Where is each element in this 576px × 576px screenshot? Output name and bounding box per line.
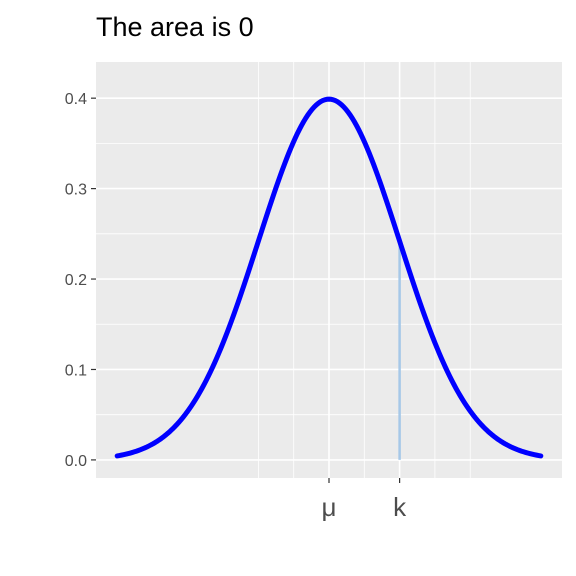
- y-tick-label: 0.1: [65, 362, 87, 379]
- density-curve: [114, 96, 544, 459]
- x-tick-label: k: [393, 492, 407, 522]
- chart-marks: [114, 96, 544, 460]
- x-tick-label: μ: [322, 492, 337, 522]
- y-tick-label: 0.2: [65, 272, 87, 289]
- y-tick-label: 0.4: [65, 91, 87, 108]
- tick-labels: 0.0 0.1 0.2 0.3 0.4 μ k: [65, 91, 407, 522]
- y-tick-label: 0.3: [65, 182, 87, 199]
- y-tick-label: 0.0: [65, 453, 87, 470]
- chart-title: The area is 0: [96, 12, 254, 42]
